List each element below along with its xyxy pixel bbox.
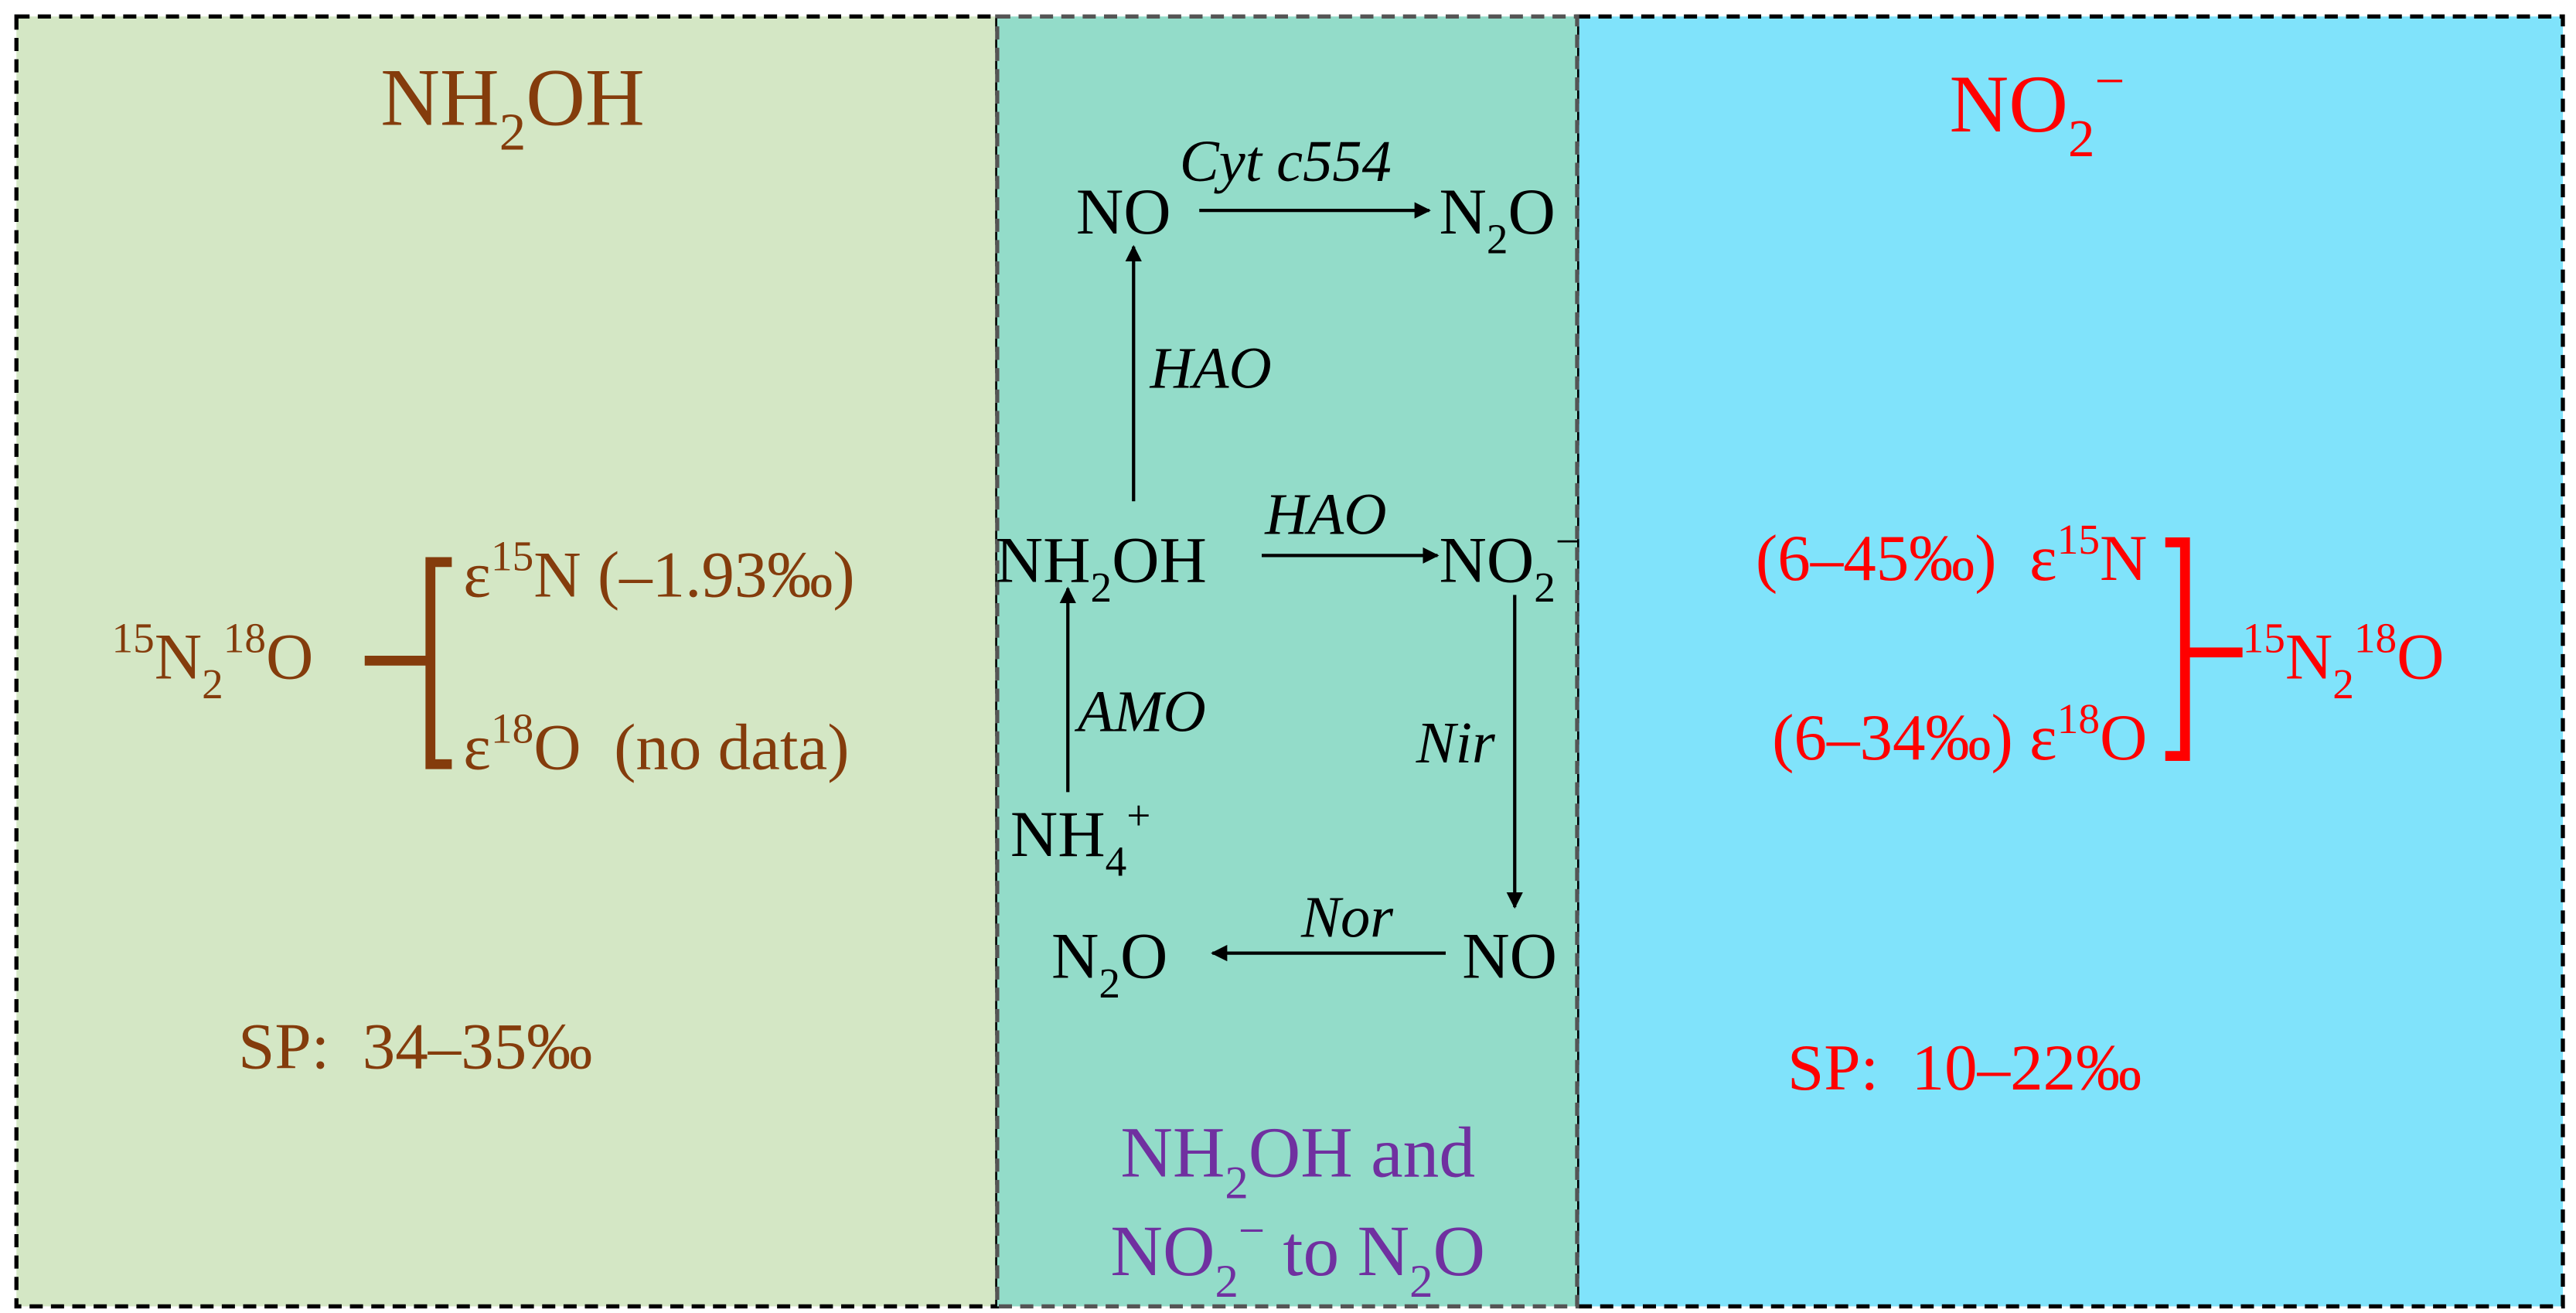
text-segment: −	[2095, 51, 2125, 111]
text-segment: 2	[499, 101, 526, 161]
left-bracket	[364, 557, 452, 769]
caption: NO2− to N2O	[1110, 1206, 1485, 1308]
text-segment: 4	[1106, 838, 1127, 885]
text-segment: 2	[2068, 108, 2095, 168]
text-segment: NH	[996, 523, 1091, 596]
compound: N2O	[1440, 176, 1555, 263]
compound: NO	[1076, 176, 1171, 248]
panel-title: NO2−	[1950, 51, 2125, 168]
text-segment: 18	[2354, 615, 2397, 662]
text-segment: O	[2397, 621, 2444, 694]
text-segment: O	[266, 621, 313, 694]
left-panel	[14, 14, 1000, 1309]
text-segment: NH	[1120, 1113, 1225, 1193]
text-segment: 15	[112, 615, 155, 662]
text-segment: O	[1120, 919, 1167, 992]
text-segment: Nor	[1300, 884, 1393, 950]
text-segment: NO	[1462, 919, 1557, 992]
text-segment: 18	[223, 615, 266, 662]
text-segment: O	[2100, 701, 2147, 774]
text-segment: HAO	[1150, 336, 1272, 401]
text-segment: 2	[1534, 564, 1555, 611]
text-segment: 2	[202, 660, 223, 708]
text-segment: Cyt c554	[1180, 128, 1392, 194]
text-segment: ε	[463, 538, 491, 611]
text-segment: +	[1126, 792, 1150, 839]
enzyme: Cyt c554	[1180, 128, 1392, 194]
compound: NO2−	[1440, 517, 1580, 610]
epsilon-o: (6–34‰) ε18O	[1772, 695, 2147, 774]
text-segment: SP: 34–35‰	[238, 1010, 592, 1083]
text-segment: O	[1508, 176, 1555, 248]
text-segment: NH	[1010, 798, 1106, 871]
text-segment: O	[1433, 1212, 1486, 1291]
epsilon-o: ε18O (no data)	[463, 705, 849, 784]
text-segment: ε	[463, 711, 491, 784]
right-panel	[1575, 14, 2565, 1309]
text-segment: 18	[2057, 695, 2100, 742]
text-segment: 2	[1091, 564, 1113, 611]
text-segment: 18	[491, 705, 533, 752]
text-segment: 15	[2243, 615, 2285, 662]
text-segment: 15	[491, 532, 533, 579]
enzyme: AMO	[1074, 679, 1206, 745]
text-segment: N	[1051, 919, 1099, 992]
text-segment: N (–1.93‰)	[533, 538, 855, 611]
text-segment: N	[155, 621, 202, 694]
text-segment: (6–34‰) ε	[1772, 701, 2057, 774]
enzyme: Nir	[1416, 710, 1495, 776]
text-segment: Nir	[1416, 710, 1495, 776]
middle-panel	[995, 14, 1579, 1309]
text-segment: NO	[1440, 523, 1535, 596]
site-preference: SP: 34–35‰	[238, 1010, 592, 1083]
site-preference: SP: 10–22‰	[1787, 1032, 2142, 1104]
compound: NO	[1462, 919, 1557, 992]
text-segment: O (no data)	[533, 711, 849, 784]
compound: NH2OH	[996, 523, 1207, 611]
isotope-formula: 15N218O	[2243, 615, 2445, 708]
text-segment: N	[2285, 621, 2332, 694]
text-segment: 2	[1409, 1256, 1433, 1308]
text-segment: 2	[1487, 215, 1508, 262]
right-bracket	[2165, 537, 2243, 761]
text-segment: NO	[1076, 176, 1171, 248]
text-segment: −	[1239, 1206, 1265, 1257]
enzyme: Nor	[1300, 884, 1393, 950]
epsilon-n: ε15N (–1.93‰)	[463, 532, 854, 611]
text-segment: AMO	[1074, 679, 1206, 745]
text-segment: (6–45‰) ε	[1756, 522, 2057, 595]
text-segment: OH and	[1249, 1113, 1475, 1193]
text-segment: 2	[1215, 1256, 1238, 1308]
caption: NH2OH and	[1120, 1113, 1475, 1209]
text-segment: OH	[526, 52, 644, 143]
text-segment: 2	[2332, 660, 2354, 708]
text-segment: HAO	[1264, 482, 1386, 547]
text-segment: 2	[1225, 1158, 1248, 1209]
text-segment: N	[2100, 522, 2147, 595]
text-segment: NH	[380, 52, 499, 143]
compound: NH4+	[1010, 792, 1151, 885]
text-segment: 15	[2057, 516, 2100, 563]
text-segment: OH	[1112, 523, 1207, 596]
enzyme: HAO	[1150, 336, 1272, 401]
epsilon-n: (6–45‰) ε15N	[1756, 516, 2147, 595]
text-segment: N	[1440, 176, 1487, 248]
enzyme: HAO	[1264, 482, 1386, 547]
text-segment: NO	[1110, 1212, 1215, 1291]
text-segment: 2	[1099, 960, 1120, 1007]
panel-title: NH2OH	[380, 52, 644, 162]
compound: N2O	[1051, 919, 1167, 1007]
arrows	[1059, 202, 1523, 962]
text-segment: to N	[1265, 1212, 1409, 1291]
text-segment: NO	[1950, 58, 2068, 149]
text-segment: −	[1555, 517, 1579, 564]
isotope-formula: 15N218O	[112, 615, 314, 708]
text-segment: SP: 10–22‰	[1787, 1032, 2142, 1104]
